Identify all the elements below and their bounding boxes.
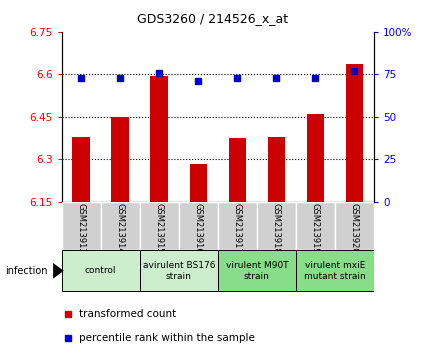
Bar	[150, 76, 168, 202]
Bar	[257, 202, 296, 250]
Text: control: control	[85, 266, 116, 275]
Text: GSM213916: GSM213916	[194, 203, 203, 254]
Bar	[218, 250, 296, 291]
Bar	[62, 202, 101, 250]
Bar	[111, 117, 129, 202]
Bar	[140, 250, 218, 291]
Bar	[190, 164, 207, 202]
Text: GDS3260 / 214526_x_at: GDS3260 / 214526_x_at	[137, 12, 288, 25]
Bar	[307, 114, 324, 202]
Bar	[335, 202, 374, 250]
Text: GSM213919: GSM213919	[311, 203, 320, 254]
Bar	[218, 202, 257, 250]
Bar	[72, 137, 90, 202]
Text: GSM213915: GSM213915	[155, 203, 164, 254]
Bar	[268, 137, 285, 202]
Bar	[101, 202, 140, 250]
Text: GSM213917: GSM213917	[233, 203, 242, 254]
Bar	[140, 202, 179, 250]
Text: transformed count: transformed count	[79, 308, 176, 319]
Text: GSM213920: GSM213920	[350, 203, 359, 254]
Text: GSM213913: GSM213913	[76, 203, 86, 254]
Bar	[62, 250, 140, 291]
Text: GSM213914: GSM213914	[116, 203, 125, 254]
Text: percentile rank within the sample: percentile rank within the sample	[79, 333, 255, 343]
Text: avirulent BS176
strain: avirulent BS176 strain	[142, 261, 215, 280]
Bar	[229, 138, 246, 202]
Bar	[296, 250, 374, 291]
Text: infection: infection	[5, 266, 48, 276]
Text: virulent mxiE
mutant strain: virulent mxiE mutant strain	[304, 261, 366, 280]
Text: virulent M90T
strain: virulent M90T strain	[226, 261, 288, 280]
Text: GSM213918: GSM213918	[272, 203, 281, 254]
Bar	[296, 202, 335, 250]
Bar	[346, 64, 363, 202]
Bar	[179, 202, 218, 250]
Polygon shape	[53, 263, 64, 279]
